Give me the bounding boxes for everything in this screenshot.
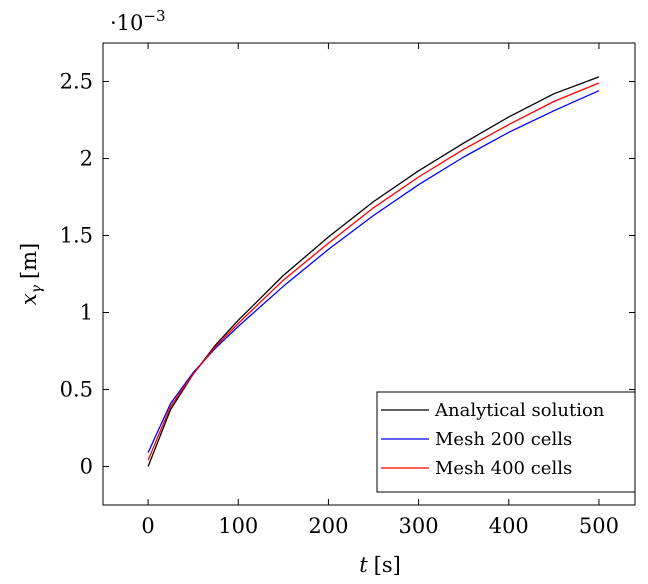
y-axis-label: xγ[m] xyxy=(17,243,45,306)
legend-label: Mesh 200 cells xyxy=(435,429,572,450)
x-tick-label: 0 xyxy=(141,514,154,538)
x-axis-label: t [s] xyxy=(359,553,401,577)
y-tick-label: 0 xyxy=(80,455,93,479)
y-tick-label: 2 xyxy=(80,147,93,171)
series-lines xyxy=(147,76,600,467)
legend-box xyxy=(376,391,636,493)
x-tick-label: 200 xyxy=(308,514,348,538)
legend-label: Mesh 400 cells xyxy=(435,458,572,479)
axis-ticks xyxy=(103,43,635,505)
series-line-2 xyxy=(147,90,600,453)
plot-frame xyxy=(102,42,636,506)
y-tick-label: 0.5 xyxy=(60,378,93,402)
legend: Analytical solution Mesh 200 cells Mesh 40… xyxy=(376,391,636,493)
x-tick-label: 300 xyxy=(399,514,439,538)
y-tick-label: 1 xyxy=(80,301,93,325)
y-axis-multiplier: ·10−3 xyxy=(110,7,166,35)
x-tick-label: 400 xyxy=(489,514,529,538)
y-tick-label: 1.5 xyxy=(60,224,93,248)
x-tick-label: 500 xyxy=(579,514,619,538)
tick-labels: 0 100 200 300 400 500 0 0.5 1 1.5 2 2.5 xyxy=(60,70,619,539)
y-tick-label: 2.5 xyxy=(60,70,93,94)
legend-label: Analytical solution xyxy=(434,400,605,421)
x-tick-label: 100 xyxy=(218,514,258,538)
series-line-3 xyxy=(147,82,600,461)
